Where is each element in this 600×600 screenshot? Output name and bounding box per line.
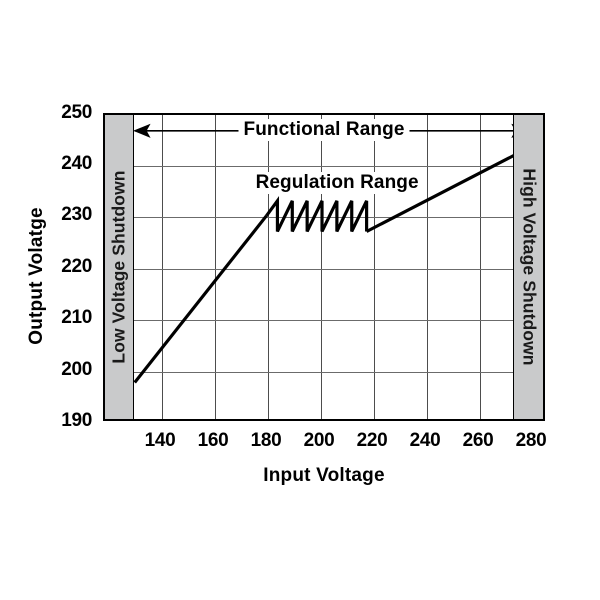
gridline-y-240 [105, 166, 543, 167]
gridline-y-200 [105, 372, 543, 373]
sawtooth-regulation-segment [265, 196, 369, 233]
high-voltage-shutdown-label: High Voltage Shutdown [519, 168, 540, 366]
x-tick-label-220: 220 [356, 430, 388, 451]
x-tick-label-240: 240 [409, 430, 441, 451]
y-tick-label-190: 190 [61, 410, 92, 431]
x-tick-label-180: 180 [250, 430, 282, 451]
gridline-y-210 [105, 320, 543, 321]
low-voltage-shutdown-band: Low Voltage Shutdown [105, 115, 134, 419]
gridline-x-200 [321, 115, 322, 419]
ramp-final-segment [365, 146, 530, 233]
gridline-x-140 [162, 115, 163, 419]
regulation-range-label: Regulation Range [250, 172, 424, 194]
y-tick-label-250: 250 [61, 102, 92, 123]
gridline-x-180 [268, 115, 269, 419]
gridline-x-220 [374, 115, 375, 419]
plot-area: Functional Range Regulation Range Low Vo… [103, 113, 545, 421]
data-curve-overlay [133, 123, 530, 384]
y-tick-label-230: 230 [61, 204, 92, 225]
gridline-y-220 [105, 269, 543, 270]
functional-range-label: Functional Range [238, 119, 410, 141]
gridline-x-160 [215, 115, 216, 419]
high-voltage-shutdown-band: High Voltage Shutdown [513, 115, 543, 419]
y-tick-label-210: 210 [61, 307, 92, 328]
gridline-x-240 [427, 115, 428, 419]
x-tick-label-140: 140 [144, 430, 176, 451]
x-tick-label-260: 260 [462, 430, 494, 451]
ramp-rising-segment [133, 214, 268, 384]
y-tick-label-240: 240 [61, 153, 92, 174]
low-voltage-shutdown-label: Low Voltage Shutdown [108, 170, 128, 364]
x-axis-title: Input Voltage [263, 465, 385, 486]
gridline-x-260 [480, 115, 481, 419]
y-tick-label-220: 220 [61, 256, 92, 277]
x-tick-label-280: 280 [515, 430, 547, 451]
y-tick-label-200: 200 [61, 359, 92, 380]
x-tick-label-200: 200 [303, 430, 335, 451]
gridline-y-230 [105, 217, 543, 218]
x-tick-label-160: 160 [197, 430, 229, 451]
